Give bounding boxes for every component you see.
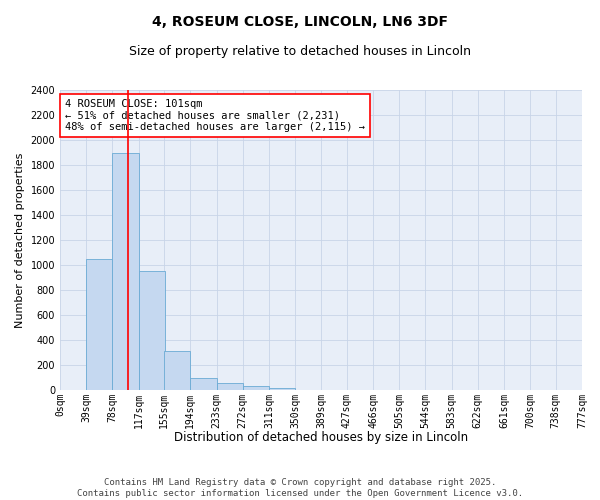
- Bar: [112, 152, 139, 390]
- Bar: [217, 383, 243, 390]
- Text: Size of property relative to detached houses in Lincoln: Size of property relative to detached ho…: [129, 45, 471, 58]
- Bar: [190, 378, 217, 390]
- Text: 4 ROSEUM CLOSE: 101sqm
← 51% of detached houses are smaller (2,231)
48% of semi-: 4 ROSEUM CLOSE: 101sqm ← 51% of detached…: [65, 99, 365, 132]
- X-axis label: Distribution of detached houses by size in Lincoln: Distribution of detached houses by size …: [174, 431, 468, 444]
- Bar: [86, 259, 112, 390]
- Bar: [269, 388, 295, 390]
- Bar: [164, 351, 190, 390]
- Y-axis label: Number of detached properties: Number of detached properties: [15, 152, 25, 328]
- Text: Contains HM Land Registry data © Crown copyright and database right 2025.
Contai: Contains HM Land Registry data © Crown c…: [77, 478, 523, 498]
- Text: 4, ROSEUM CLOSE, LINCOLN, LN6 3DF: 4, ROSEUM CLOSE, LINCOLN, LN6 3DF: [152, 15, 448, 29]
- Bar: [139, 271, 165, 390]
- Bar: [243, 386, 269, 390]
